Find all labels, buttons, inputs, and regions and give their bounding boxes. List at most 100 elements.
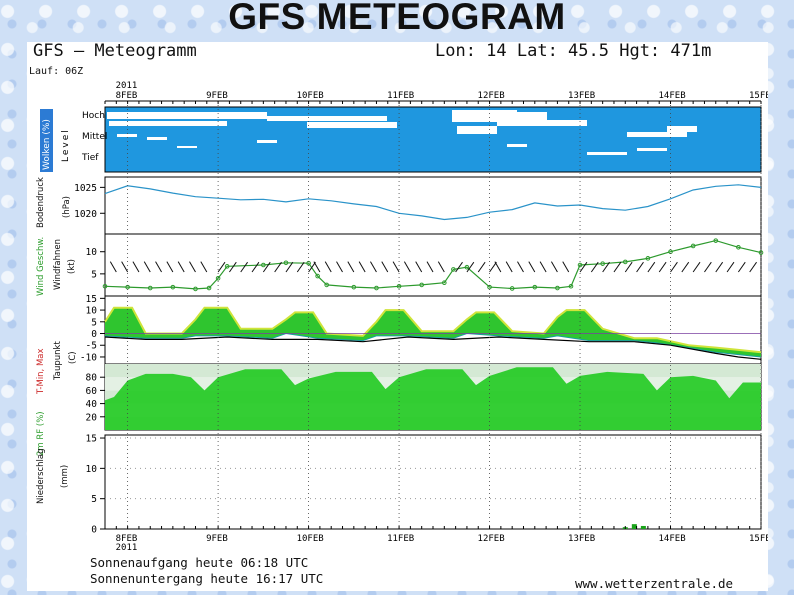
wind-speed-point <box>442 280 447 286</box>
wind-barb <box>692 261 701 273</box>
cloud-block <box>637 148 667 151</box>
clouds-label-box <box>40 109 53 172</box>
pressure-unit-label: (hPa) <box>62 196 72 218</box>
wind-barb <box>415 261 423 273</box>
bottom-date-label: 8FEB <box>116 534 138 544</box>
temperature-tick-label: 10 <box>86 306 98 317</box>
bottom-date-label: 12FEB <box>478 534 505 544</box>
wind-barb <box>681 261 690 273</box>
pressure-tick-label: 1025 <box>74 183 97 194</box>
top-date-label: 10FEB <box>297 91 324 101</box>
wind-barb <box>200 261 208 273</box>
wind-barb <box>109 261 117 273</box>
wind-barb <box>477 261 486 273</box>
wind-barb <box>737 261 746 273</box>
precip-unit-label: (mm) <box>60 465 70 488</box>
wind-barb <box>613 261 622 273</box>
wind-speed-point <box>419 282 424 288</box>
wind-barb <box>455 261 463 273</box>
wind-barb <box>274 261 282 273</box>
wind-barb <box>505 261 513 273</box>
cloud-block <box>117 134 137 137</box>
wind-tick-label: 5 <box>91 269 97 280</box>
wind-barb <box>229 261 237 273</box>
precipitation-tick-label: 5 <box>91 494 97 505</box>
wind-speed-point <box>224 264 230 269</box>
humidity-tick-label: 40 <box>86 399 98 410</box>
wind-speed-point <box>374 285 379 291</box>
wind-barb <box>347 261 355 273</box>
cloud-block <box>587 152 627 155</box>
temperature-tick-label: 5 <box>91 317 97 328</box>
temperature-tick-label: 0 <box>91 329 97 340</box>
cloud-block <box>667 126 697 132</box>
wind-barb <box>466 261 475 273</box>
wind-barb <box>155 261 162 273</box>
wind-barb <box>726 261 735 273</box>
wind-barb <box>370 261 377 273</box>
slide-title: GFS METEOGRAM <box>228 0 566 37</box>
precip-bar <box>640 525 646 529</box>
temperature-tick-label: -5 <box>86 341 97 352</box>
top-date-label: 11FEB <box>387 91 414 101</box>
cloud-level-label: Hoch <box>82 111 105 121</box>
wind-speed-point <box>315 273 320 279</box>
wind-barb <box>296 261 305 273</box>
clouds-axis-label: Wolken (%) <box>42 119 52 170</box>
top-date-label: 8FEB <box>116 91 138 101</box>
wind-speed-point <box>261 262 266 268</box>
precipitation-tick-label: 10 <box>86 464 98 475</box>
precip-bar <box>631 524 637 529</box>
top-date-label: 9FEB <box>206 91 228 101</box>
wind-speed-point <box>568 283 574 289</box>
wind-barb <box>647 261 656 273</box>
cloud-block <box>109 121 227 126</box>
wind-barb <box>313 261 321 273</box>
cloud-block <box>267 116 387 121</box>
wind-barb <box>749 261 757 273</box>
wind-speed-point <box>102 283 108 289</box>
sunset-text: Sonnenuntergang heute 16:17 UTC <box>90 571 323 586</box>
bottom-date-label: 14FEB <box>659 534 686 544</box>
wind-barb <box>324 261 332 273</box>
wind-barb <box>426 261 434 273</box>
wind-barb <box>381 261 389 273</box>
precip-axis-label: Niederschlag <box>36 448 46 504</box>
source-text: www.wetterzentrale.de <box>575 576 733 591</box>
cloud-level-label: Tief <box>81 153 99 163</box>
bottom-date-label: 10FEB <box>297 534 324 544</box>
wind-barb <box>624 261 633 273</box>
level-axis-label: Level <box>61 128 71 162</box>
pressure-line <box>104 184 762 221</box>
wind-speed-point <box>215 275 221 281</box>
pressure-axis-label: Bodendruck <box>36 177 46 228</box>
temperature-max-line <box>104 306 762 354</box>
wind-barb <box>177 261 185 273</box>
wind-barb <box>670 261 678 273</box>
wind-barb <box>308 261 316 273</box>
temperature-tick-label: -10 <box>80 352 97 363</box>
wind-barb <box>658 261 667 273</box>
cloud-block <box>507 144 527 147</box>
wind-speed-line <box>104 239 762 290</box>
dewpoint-line <box>104 336 762 360</box>
wind-barb <box>132 261 140 273</box>
wind-barb <box>262 261 271 273</box>
wind-barb <box>403 261 411 273</box>
wind-speed-point <box>324 282 329 288</box>
dewpoint-axis-label: Taupunkt <box>53 341 63 381</box>
humidity-area <box>105 367 761 430</box>
humidity-tick-label: 20 <box>86 412 98 423</box>
temperature-min-line <box>104 332 762 358</box>
bottom-date-label: 11FEB <box>387 534 414 544</box>
humidity-tick-label: 80 <box>86 373 98 384</box>
precipitation-frame <box>104 434 762 530</box>
wind-barb <box>517 261 524 273</box>
wind-barb <box>602 261 610 273</box>
humidity-tick-label: 60 <box>86 386 98 397</box>
wind-speed-point <box>690 243 696 249</box>
wind-barb <box>166 261 174 273</box>
pressure-frame <box>104 176 762 235</box>
bottom-date-label: 13FEB <box>568 534 595 544</box>
cloud-block <box>497 112 547 126</box>
